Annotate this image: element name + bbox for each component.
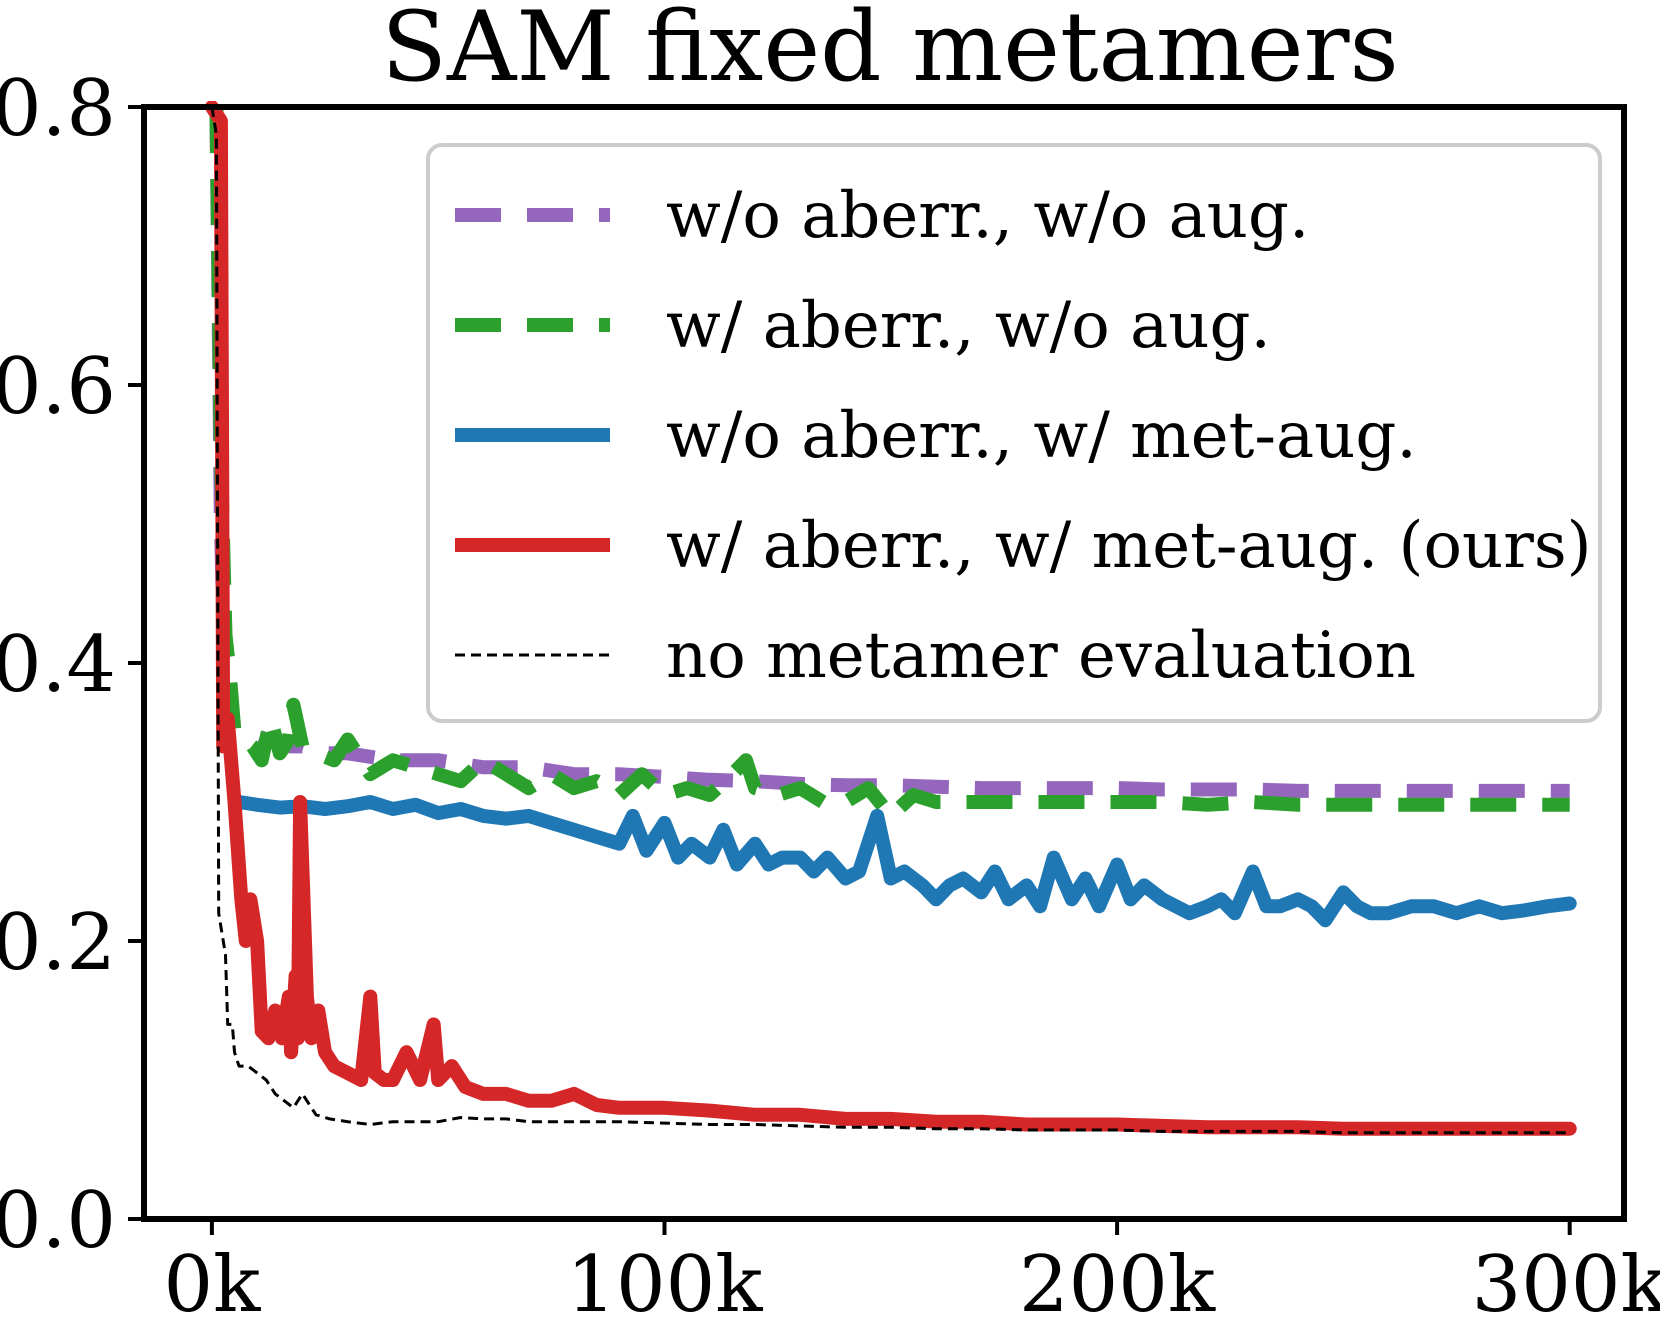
x-tick-label: 0k: [163, 1240, 261, 1330]
x-tick-label: 100k: [566, 1240, 763, 1330]
series-line-3: [232, 795, 1577, 928]
legend-label: w/o aberr., w/ met-aug.: [666, 399, 1417, 473]
legend-label: w/ aberr., w/ met-aug. (ours): [666, 509, 1592, 583]
plot-frame: [141, 104, 1627, 1222]
series-line-2: [209, 106, 1570, 823]
legend-box: [426, 143, 1602, 723]
legend: w/o aberr., w/o aug. w/ aberr., w/o aug. w…: [426, 143, 1602, 723]
plot-lines: [204, 101, 1577, 1136]
x-tick-label: 300k: [1472, 1240, 1660, 1330]
chart-title: SAM fixed metamers: [381, 0, 1399, 103]
legend-label: w/o aberr., w/o aug.: [666, 179, 1309, 253]
legend-label: no metamer evaluation: [666, 619, 1416, 693]
x-tick-label: 200k: [1019, 1240, 1216, 1330]
legend-label: w/ aberr., w/o aug.: [666, 289, 1271, 363]
y-tick-label: 0.0: [0, 1176, 116, 1266]
series-line-5: [210, 106, 1570, 1135]
y-tick-label: 0.6: [0, 342, 116, 432]
series-line-4: [204, 101, 1577, 1136]
axis-ticks: 0k 100k 200k 300k 0.0 0.2 0.4 0.6 0.8: [0, 64, 1660, 1330]
y-tick-label: 0.4: [0, 620, 116, 710]
y-tick-label: 0.2: [0, 898, 116, 988]
y-tick-label: 0.8: [0, 64, 116, 154]
